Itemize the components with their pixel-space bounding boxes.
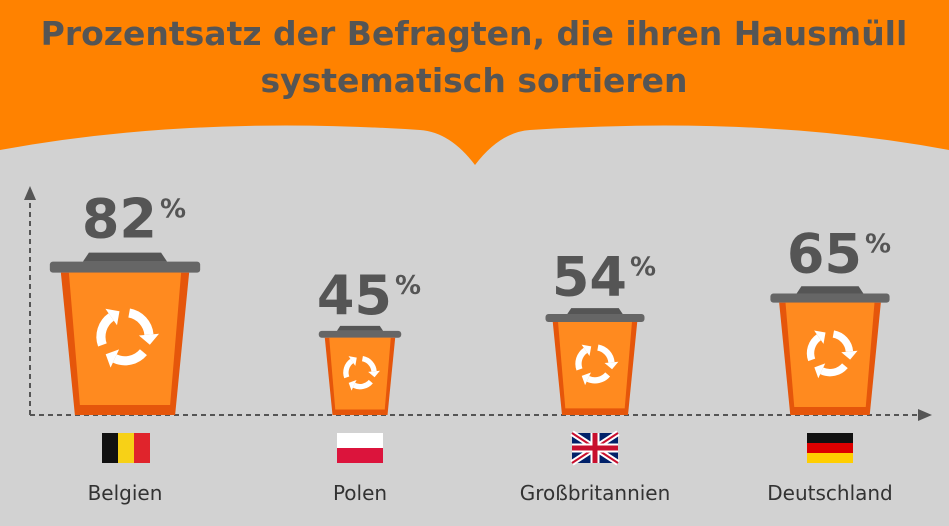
axis-arrow	[918, 409, 932, 421]
recycle-head	[814, 330, 826, 344]
x-tick-label: Deutschland	[767, 481, 893, 505]
axes	[29, 200, 918, 416]
bin-handle	[567, 308, 623, 315]
x-tick-label: Polen	[333, 481, 387, 505]
value-unit: %	[395, 271, 421, 301]
bin	[770, 286, 890, 415]
recycle-arrow	[112, 348, 147, 366]
recycle-arrow	[586, 372, 611, 384]
x-tick-label: Belgien	[88, 481, 163, 505]
chart-title: systematisch sortieren	[260, 61, 687, 100]
value-label: 65	[787, 223, 862, 286]
flag-poland	[337, 433, 383, 463]
recycle-head	[105, 308, 120, 326]
bin	[318, 325, 402, 415]
value-label: 82	[82, 188, 157, 251]
recycle-arrow	[575, 347, 588, 371]
recycle-arrow	[820, 363, 848, 377]
bin-handle	[796, 286, 864, 294]
flag-germany	[807, 433, 853, 463]
recycle-head	[814, 363, 826, 379]
recycle-arrow	[832, 330, 854, 353]
flag-belgium	[102, 433, 150, 463]
value-label: 54	[552, 245, 627, 308]
bin-inner	[785, 302, 875, 408]
x-tick-label: Großbritannien	[520, 481, 671, 505]
recycle-arrow	[806, 334, 822, 362]
bin-handle	[336, 325, 384, 331]
value-label: 45	[317, 264, 392, 327]
bin	[545, 308, 645, 415]
bin-inner	[558, 321, 632, 409]
recycle-head	[348, 356, 357, 366]
recycle-arrow	[361, 356, 377, 372]
recycle-head	[105, 349, 120, 368]
bin-inner	[68, 272, 182, 405]
bin-handle	[82, 252, 168, 262]
value-unit: %	[160, 195, 186, 225]
recycle-arrow	[128, 308, 154, 336]
bin-lid	[545, 314, 645, 322]
bin-inner	[329, 337, 391, 410]
recycle-head	[604, 361, 619, 370]
value-unit: %	[865, 230, 891, 260]
recycle-head	[581, 344, 592, 356]
header-band	[0, 0, 949, 165]
recycle-head	[138, 333, 160, 345]
bin-lid	[318, 330, 402, 338]
recycle-head	[581, 372, 591, 386]
flag-uk	[570, 430, 620, 466]
recycle-arrow	[597, 344, 615, 363]
recycle-arrow	[343, 358, 354, 379]
axis-arrow	[24, 186, 36, 200]
recycle-head	[841, 350, 858, 360]
bin	[49, 252, 201, 415]
bin-lid	[49, 261, 201, 273]
recycle-arrow	[96, 313, 115, 347]
recycle-head	[348, 379, 357, 391]
bin-lid	[770, 293, 890, 303]
recycle-arrow	[352, 379, 373, 390]
value-unit: %	[630, 252, 656, 282]
recycle-head	[368, 370, 380, 378]
chart-title: Prozentsatz der Befragten, die ihren Hau…	[41, 14, 908, 53]
